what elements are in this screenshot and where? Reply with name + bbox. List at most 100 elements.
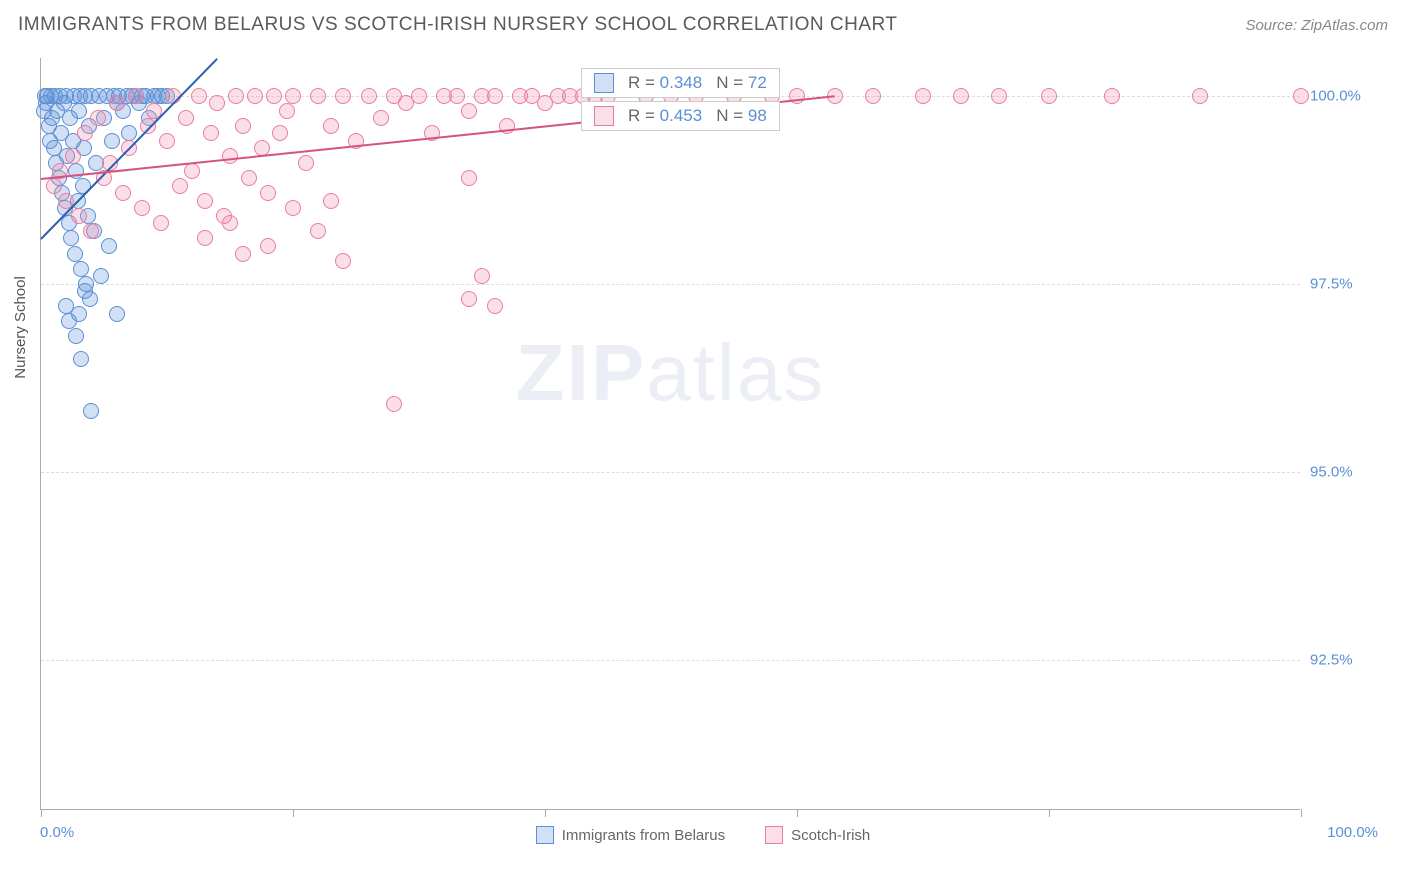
data-point bbox=[335, 253, 351, 269]
data-point bbox=[228, 88, 244, 104]
data-point bbox=[953, 88, 969, 104]
data-point bbox=[235, 246, 251, 262]
data-point bbox=[197, 230, 213, 246]
data-point bbox=[46, 178, 62, 194]
data-point bbox=[474, 268, 490, 284]
y-tick-label: 95.0% bbox=[1310, 463, 1390, 480]
data-point bbox=[109, 95, 125, 111]
y-tick-label: 97.5% bbox=[1310, 275, 1390, 292]
data-point bbox=[184, 163, 200, 179]
x-tick bbox=[797, 809, 798, 817]
data-point bbox=[361, 88, 377, 104]
data-point bbox=[323, 193, 339, 209]
data-point bbox=[461, 291, 477, 307]
data-point bbox=[73, 261, 89, 277]
data-point bbox=[260, 238, 276, 254]
data-point bbox=[121, 125, 137, 141]
data-point bbox=[298, 155, 314, 171]
gridline bbox=[41, 660, 1300, 661]
legend-swatch bbox=[536, 826, 554, 844]
watermark-bold: ZIP bbox=[516, 328, 646, 417]
data-point bbox=[140, 118, 156, 134]
data-point bbox=[1104, 88, 1120, 104]
data-point bbox=[260, 185, 276, 201]
y-tick-label: 92.5% bbox=[1310, 651, 1390, 668]
data-point bbox=[1192, 88, 1208, 104]
data-point bbox=[104, 133, 120, 149]
legend-swatch bbox=[594, 106, 614, 126]
data-point bbox=[209, 95, 225, 111]
legend-label: Scotch-Irish bbox=[791, 827, 870, 844]
x-tick bbox=[1049, 809, 1050, 817]
legend-swatch bbox=[594, 73, 614, 93]
data-point bbox=[487, 298, 503, 314]
data-point bbox=[73, 351, 89, 367]
legend-item: Immigrants from Belarus bbox=[536, 826, 725, 844]
data-point bbox=[178, 110, 194, 126]
stats-box: R = 0.453 N = 98 bbox=[581, 101, 780, 131]
data-point bbox=[71, 103, 87, 119]
data-point bbox=[93, 268, 109, 284]
data-point bbox=[67, 246, 83, 262]
data-point bbox=[235, 118, 251, 134]
data-point bbox=[335, 88, 351, 104]
data-point bbox=[128, 88, 144, 104]
data-point bbox=[310, 223, 326, 239]
data-point bbox=[915, 88, 931, 104]
gridline bbox=[41, 284, 1300, 285]
stats-r: R = 0.348 bbox=[628, 73, 702, 93]
y-axis-label: Nursery School bbox=[12, 276, 29, 379]
x-tick bbox=[41, 809, 42, 817]
legend: Immigrants from Belarus Scotch-Irish bbox=[0, 826, 1406, 844]
data-point bbox=[487, 88, 503, 104]
data-point bbox=[411, 88, 427, 104]
data-point bbox=[272, 125, 288, 141]
data-point bbox=[991, 88, 1007, 104]
watermark: ZIPatlas bbox=[516, 327, 825, 419]
data-point bbox=[247, 88, 263, 104]
data-point bbox=[285, 88, 301, 104]
data-point bbox=[172, 178, 188, 194]
data-point bbox=[449, 88, 465, 104]
gridline bbox=[41, 472, 1300, 473]
data-point bbox=[865, 88, 881, 104]
data-point bbox=[373, 110, 389, 126]
data-point bbox=[461, 170, 477, 186]
data-point bbox=[71, 208, 87, 224]
data-point bbox=[279, 103, 295, 119]
stats-box: R = 0.348 N = 72 bbox=[581, 68, 780, 98]
chart-header: IMMIGRANTS FROM BELARUS VS SCOTCH-IRISH … bbox=[18, 14, 1388, 36]
legend-item: Scotch-Irish bbox=[765, 826, 870, 844]
data-point bbox=[68, 328, 84, 344]
data-point bbox=[159, 133, 175, 149]
watermark-light: atlas bbox=[646, 328, 825, 417]
data-point bbox=[197, 193, 213, 209]
chart-source: Source: ZipAtlas.com bbox=[1245, 17, 1388, 34]
data-point bbox=[386, 396, 402, 412]
data-point bbox=[222, 215, 238, 231]
data-point bbox=[153, 215, 169, 231]
data-point bbox=[222, 148, 238, 164]
stats-r: R = 0.453 bbox=[628, 106, 702, 126]
data-point bbox=[115, 185, 131, 201]
data-point bbox=[90, 110, 106, 126]
data-point bbox=[241, 170, 257, 186]
data-point bbox=[461, 103, 477, 119]
legend-label: Immigrants from Belarus bbox=[562, 827, 725, 844]
data-point bbox=[63, 230, 79, 246]
data-point bbox=[77, 125, 93, 141]
stats-n: N = 72 bbox=[716, 73, 767, 93]
data-point bbox=[203, 125, 219, 141]
data-point bbox=[285, 200, 301, 216]
data-point bbox=[83, 403, 99, 419]
data-point bbox=[310, 88, 326, 104]
data-point bbox=[134, 200, 150, 216]
data-point bbox=[77, 283, 93, 299]
plot-area: ZIPatlas 92.5%95.0%97.5%100.0%R = 0.348N… bbox=[40, 58, 1300, 810]
data-point bbox=[65, 148, 81, 164]
data-point bbox=[109, 306, 125, 322]
x-tick bbox=[1301, 809, 1302, 817]
data-point bbox=[101, 238, 117, 254]
y-tick-label: 100.0% bbox=[1310, 87, 1390, 104]
stats-n: N = 98 bbox=[716, 106, 767, 126]
